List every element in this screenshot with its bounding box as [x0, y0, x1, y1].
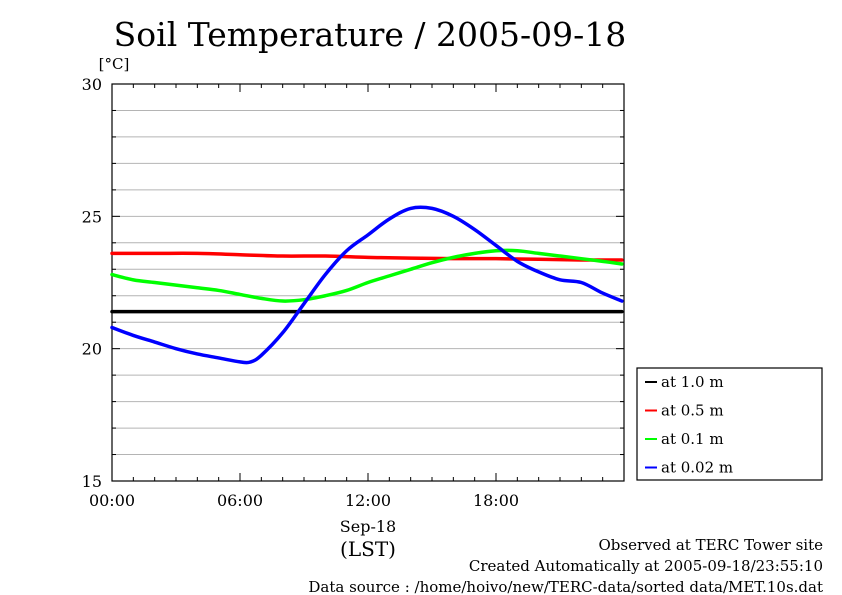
x-tick-label: 18:00 — [473, 491, 519, 510]
y-tick-label: 15 — [82, 472, 102, 491]
legend: at 1.0 m at 0.5 m at 0.1 m at 0.02 m — [636, 367, 823, 481]
legend-label-at-0-5-m: at 0.5 m — [661, 402, 724, 420]
legend-label-at-0-02-m: at 0.02 m — [661, 459, 733, 477]
footer-site: Observed at TERC Tower site — [598, 536, 823, 554]
series-line-at-0-5-m — [110, 251, 624, 262]
x-tick-label: 12:00 — [345, 491, 391, 510]
x-tick-labels: 00:00 06:00 12:00 18:00 — [89, 491, 519, 510]
legend-label-at-0-1-m: at 0.1 m — [661, 430, 724, 448]
grid-lines — [112, 109, 624, 456]
y-tick-label: 20 — [82, 340, 102, 359]
x-date-label: Sep-18 — [340, 517, 396, 536]
footer-created: Created Automatically at 2005-09-18/23:5… — [469, 557, 823, 575]
y-axis-label: [°C] — [99, 55, 130, 73]
chart-title: Soil Temperature / 2005-09-18 — [114, 15, 627, 54]
legend-box — [636, 367, 823, 481]
x-tick-label: 00:00 — [89, 491, 135, 510]
y-tick-labels: 15 20 25 30 — [82, 75, 102, 491]
footer-source: Data source : /home/hoivo/new/TERC-data/… — [308, 578, 823, 595]
series-lines — [110, 205, 624, 365]
series-line-at-0-1-m — [110, 248, 624, 303]
x-axis-label: (LST) — [340, 537, 396, 561]
axis-ticks — [111, 83, 625, 482]
x-tick-label: 06:00 — [217, 491, 263, 510]
y-tick-label: 25 — [82, 207, 102, 226]
legend-label-at-1-0-m: at 1.0 m — [661, 373, 724, 391]
y-tick-label: 30 — [82, 75, 102, 94]
series-line-at-0-02-m — [110, 205, 624, 365]
